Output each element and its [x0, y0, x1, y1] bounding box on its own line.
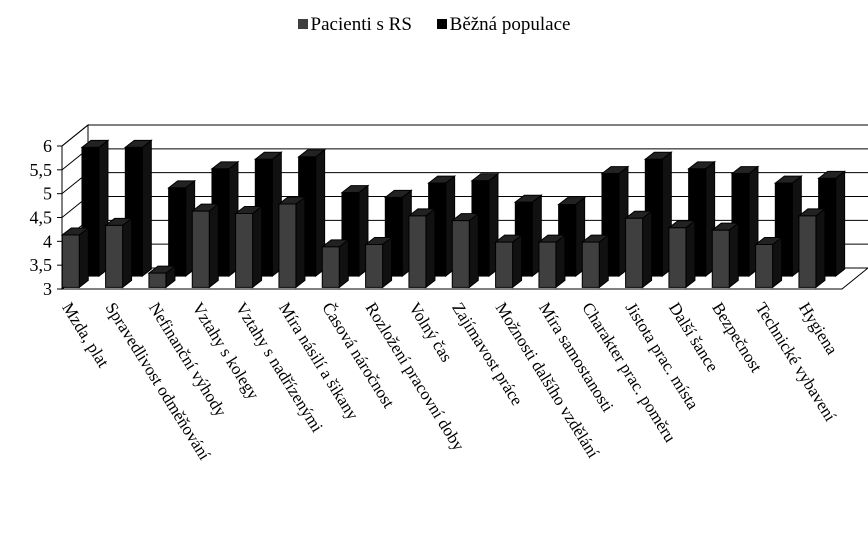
- y-tick-label: 4: [43, 231, 52, 251]
- legend: Pacienti s RS Běžná populace: [0, 14, 868, 36]
- bar-pacienti-s-rs: [754, 236, 784, 289]
- category-label: Míra násilí a šikany: [275, 299, 363, 424]
- bar-pacienti-s-rs: [277, 195, 307, 289]
- bar-bezna-populace: [167, 179, 197, 278]
- bar-pacienti-s-rs: [624, 210, 654, 289]
- category-label: Nefinanční výhody: [145, 299, 231, 420]
- bar-pacienti-s-rs: [60, 226, 90, 289]
- legend-item-pacienti: Pacienti s RS: [297, 14, 412, 36]
- y-tick-label: 4,5: [30, 208, 53, 228]
- bar-pacienti-s-rs: [234, 205, 264, 289]
- bar-pacienti-s-rs: [320, 238, 350, 289]
- y-tick-label: 5: [43, 184, 52, 204]
- y-tick-label: 6: [43, 136, 52, 156]
- category-label: Hygiena: [795, 299, 842, 358]
- legend-item-populace: Běžná populace: [436, 14, 571, 36]
- bar-pacienti-s-rs: [407, 207, 437, 289]
- bar-pacienti-s-rs: [450, 212, 480, 289]
- bar-pacienti-s-rs: [797, 207, 827, 289]
- gridline-depth: [61, 124, 89, 147]
- bar-pacienti-s-rs: [190, 203, 220, 289]
- legend-label-pacienti: Pacienti s RS: [310, 14, 412, 35]
- bar-bezna-populace: [123, 139, 153, 278]
- bar-pacienti-s-rs: [580, 234, 610, 289]
- bar-pacienti-s-rs: [537, 234, 567, 289]
- legend-swatch-pacienti: [297, 19, 308, 29]
- y-tick-label: 5,5: [30, 160, 53, 180]
- y-tick-label: 3: [43, 279, 52, 299]
- legend-label-populace: Běžná populace: [449, 14, 571, 35]
- bar-pacienti-s-rs: [710, 222, 740, 289]
- bar-pacienti-s-rs: [104, 217, 134, 289]
- category-label: Technické vybavení: [752, 299, 840, 425]
- bar-pacienti-s-rs: [494, 234, 524, 289]
- y-tick-label: 3,5: [30, 255, 53, 275]
- bar-pacienti-s-rs: [667, 219, 697, 289]
- bar-pacienti-s-rs: [364, 236, 394, 289]
- legend-swatch-populace: [436, 19, 447, 29]
- bar-pacienti-s-rs: [147, 265, 177, 289]
